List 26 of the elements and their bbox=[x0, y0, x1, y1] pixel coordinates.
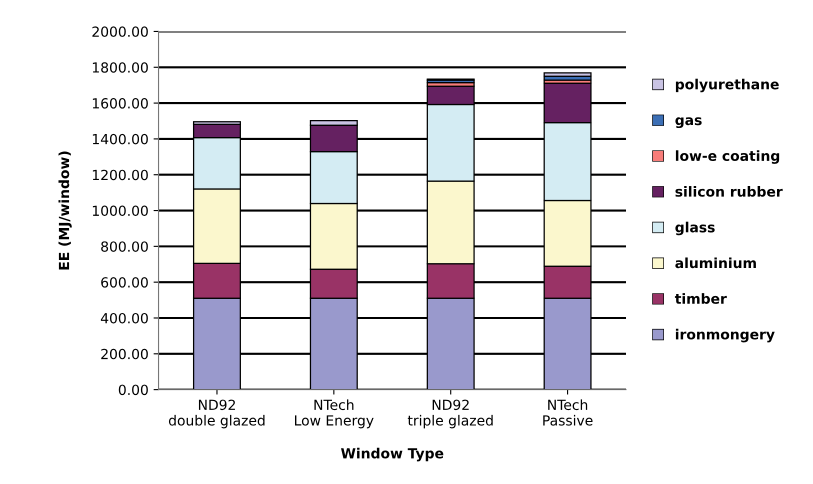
y-tick-label: 1200.00 bbox=[92, 170, 148, 180]
x-tick-label: NTech Low Energy bbox=[295, 399, 374, 428]
y-tick-label: 1800.00 bbox=[92, 62, 148, 73]
y-tick-label: 1400.00 bbox=[92, 134, 148, 144]
x-tick-label: NTech Passive bbox=[543, 399, 593, 426]
legend-label: low-e coating bbox=[676, 150, 780, 164]
y-tick-label: 800.00 bbox=[101, 241, 148, 252]
legend-label: gas bbox=[675, 117, 702, 128]
x-tick-label: ND92 triple glazed bbox=[408, 400, 493, 428]
y-tick-label: 200.00 bbox=[101, 348, 148, 360]
legend-label: silicon rubber bbox=[675, 186, 783, 197]
x-axis-title: Window Type bbox=[341, 448, 444, 462]
legend-label: aluminium bbox=[675, 257, 756, 268]
legend-label: timber bbox=[674, 293, 727, 304]
y-tick-label: 1600.00 bbox=[92, 98, 148, 109]
x-tick-label: ND92 double glazed bbox=[168, 400, 264, 428]
y-tick-label: 600.00 bbox=[101, 277, 148, 288]
legend-label: glass bbox=[675, 222, 715, 236]
y-tick-label: 0.00 bbox=[118, 384, 148, 396]
y-tick-label: 2000.00 bbox=[92, 26, 148, 37]
legend-label: polyurethane bbox=[676, 78, 779, 92]
legend-label: ironmongery bbox=[676, 328, 775, 342]
bar bbox=[544, 72, 592, 77]
y-tick-label: 400.00 bbox=[100, 312, 148, 324]
y-axis-title: EE (MJ/window) bbox=[58, 152, 72, 270]
y-tick-label: 1000.00 bbox=[92, 206, 148, 216]
